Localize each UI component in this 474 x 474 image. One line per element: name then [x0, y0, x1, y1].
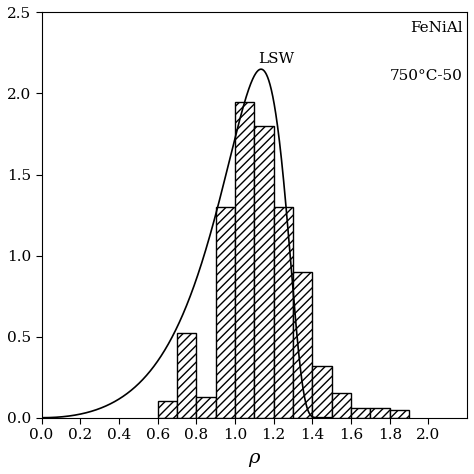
Bar: [158, 401, 177, 418]
Bar: [351, 408, 370, 418]
Bar: [312, 366, 332, 418]
Bar: [370, 408, 390, 418]
Bar: [293, 272, 312, 418]
Text: 750°C-50: 750°C-50: [390, 69, 463, 83]
Bar: [390, 410, 409, 418]
Text: LSW: LSW: [258, 52, 294, 66]
Bar: [255, 126, 273, 418]
Bar: [273, 207, 293, 418]
Text: FeNiAl: FeNiAl: [410, 20, 463, 35]
Bar: [216, 207, 235, 418]
Bar: [235, 101, 255, 418]
Bar: [332, 393, 351, 418]
X-axis label: ρ: ρ: [248, 449, 260, 467]
Bar: [196, 397, 216, 418]
Bar: [177, 333, 196, 418]
